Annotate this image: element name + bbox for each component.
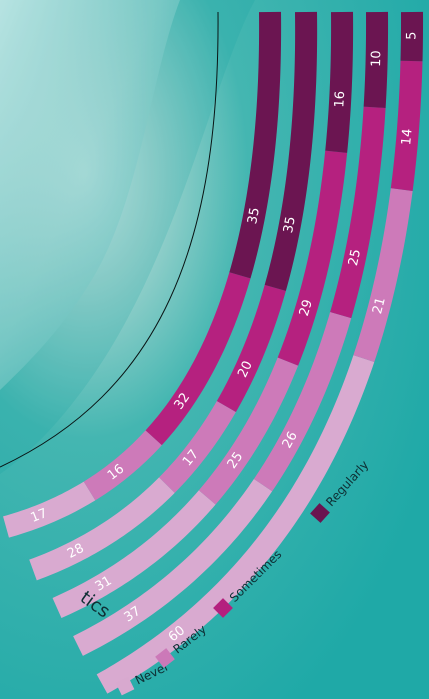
bar-segment-4-rarely — [253, 312, 352, 492]
bar-segment-shine-5-regularly — [400, 11, 424, 62]
bar-segment-3-sometimes — [277, 150, 348, 366]
bar-segment-1-never — [3, 481, 96, 538]
bar-segment-5-regularly — [400, 11, 424, 62]
data-label-3-never: 31 — [93, 573, 115, 594]
background-shadow — [0, 0, 255, 474]
bar-segment-2-rarely — [159, 401, 236, 493]
data-label-5-rarely: 21 — [370, 296, 389, 316]
data-label-4-regularly: 10 — [369, 50, 384, 67]
legend-swatch-never — [115, 676, 135, 696]
bar-segment-shine-1-rarely — [83, 430, 162, 501]
bar-segment-3-never — [52, 490, 216, 619]
bar-segment-shine-3-regularly — [325, 11, 354, 153]
bar-segment-1-rarely — [83, 430, 162, 501]
bar-segment-shine-5-rarely — [353, 188, 413, 363]
bar-segment-shine-2-rarely — [159, 401, 236, 493]
data-label-1-regularly: 35 — [245, 206, 263, 225]
bar-segment-1-sometimes — [145, 272, 251, 446]
bar-segment-shine-4-sometimes — [330, 106, 386, 319]
bar-segment-shine-2-regularly — [264, 11, 318, 291]
background-highlight — [0, 0, 180, 390]
bar-segment-5-never — [96, 355, 375, 694]
bar-segment-4-regularly — [363, 11, 389, 108]
bar-segment-2-never — [29, 477, 175, 581]
bar-segment-2-sometimes — [216, 284, 286, 413]
data-label-2-never: 28 — [65, 541, 87, 562]
bar-segment-5-rarely — [353, 188, 413, 363]
bar-segment-3-regularly — [325, 11, 354, 153]
bar-segment-4-sometimes — [330, 106, 386, 319]
bar-segment-2-regularly — [264, 11, 318, 291]
bar-segment-shine-5-sometimes — [390, 60, 423, 191]
data-label-2-regularly: 35 — [281, 215, 299, 234]
bar-segment-shine-5-never — [96, 355, 375, 694]
bar-segment-shine-2-never — [29, 477, 175, 581]
bar-segment-shine-4-rarely — [253, 312, 352, 492]
bar-segment-shine-4-regularly — [363, 11, 389, 108]
bar-segment-1-regularly — [229, 11, 282, 279]
bar-segment-shine-4-never — [73, 478, 273, 656]
bar-segment-shine-3-rarely — [198, 357, 299, 505]
data-label-1-never: 17 — [29, 506, 50, 526]
legend-swatch-regularly — [310, 503, 330, 523]
data-label-5-sometimes: 14 — [399, 128, 415, 146]
legend-swatch-rarely — [155, 648, 175, 668]
guide-line — [0, 11, 219, 468]
bars-layer — [3, 11, 424, 694]
data-label-2-sometimes: 20 — [235, 359, 256, 380]
data-label-4-rarely: 26 — [280, 429, 301, 451]
data-label-3-regularly: 16 — [332, 91, 348, 108]
bar-segment-shine-3-sometimes — [277, 150, 348, 366]
bar-segment-shine-1-regularly — [229, 11, 282, 279]
data-label-3-sometimes: 29 — [297, 298, 316, 318]
bar-segment-shine-3-never — [52, 490, 216, 619]
bar-segment-5-sometimes — [390, 60, 423, 191]
data-label-4-sometimes: 25 — [346, 248, 364, 267]
bar-segment-3-rarely — [198, 357, 299, 505]
bar-segment-shine-2-sometimes — [216, 284, 286, 413]
data-label-5-regularly: 5 — [404, 32, 419, 40]
bar-segment-shine-1-sometimes — [145, 272, 251, 446]
bar-segment-shine-1-never — [3, 481, 96, 538]
bar-segment-4-never — [73, 478, 273, 656]
